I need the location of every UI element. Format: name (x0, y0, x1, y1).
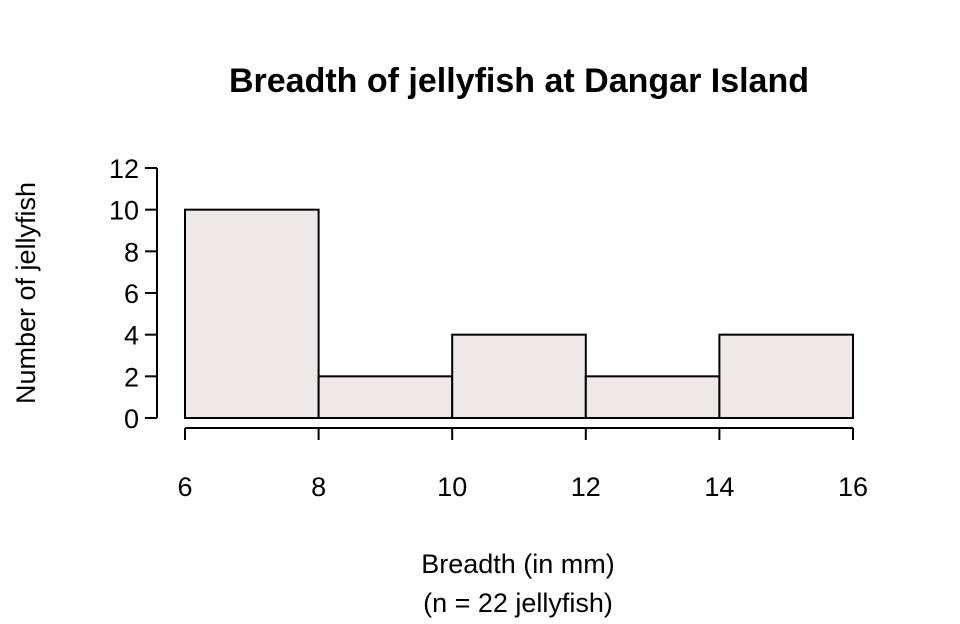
chart-title: Breadth of jellyfish at Dangar Island (229, 62, 809, 100)
histogram-bar (718, 333, 855, 419)
histogram-bar (584, 375, 721, 420)
y-tick-label: 8 (124, 237, 139, 267)
y-tick-label: 6 (124, 279, 139, 309)
histogram-bar (184, 208, 320, 419)
x-tick-label: 16 (838, 472, 868, 502)
histogram-bars (184, 208, 855, 420)
x-axis: 6 8 10 12 14 16 (177, 427, 868, 502)
histogram-bar (317, 375, 454, 420)
y-tick-label: 4 (124, 321, 139, 351)
y-tick-label: 0 (124, 404, 139, 434)
x-tick-label: 6 (177, 472, 192, 502)
x-axis-label: Breadth (in mm) (421, 549, 615, 579)
x-axis-sublabel: (n = 22 jellyfish) (423, 588, 613, 618)
y-tick-label: 2 (124, 362, 139, 392)
x-tick-label: 12 (571, 472, 601, 502)
x-tick-label: 14 (704, 472, 734, 502)
y-tick-label: 12 (109, 154, 139, 184)
y-tick-label: 10 (109, 196, 139, 226)
x-tick-label: 10 (437, 472, 467, 502)
x-tick-label: 8 (311, 472, 326, 502)
histogram-bar (451, 333, 587, 419)
y-axis-label: Number of jellyfish (11, 182, 41, 404)
y-axis: 0 2 4 6 8 10 12 (109, 154, 158, 434)
